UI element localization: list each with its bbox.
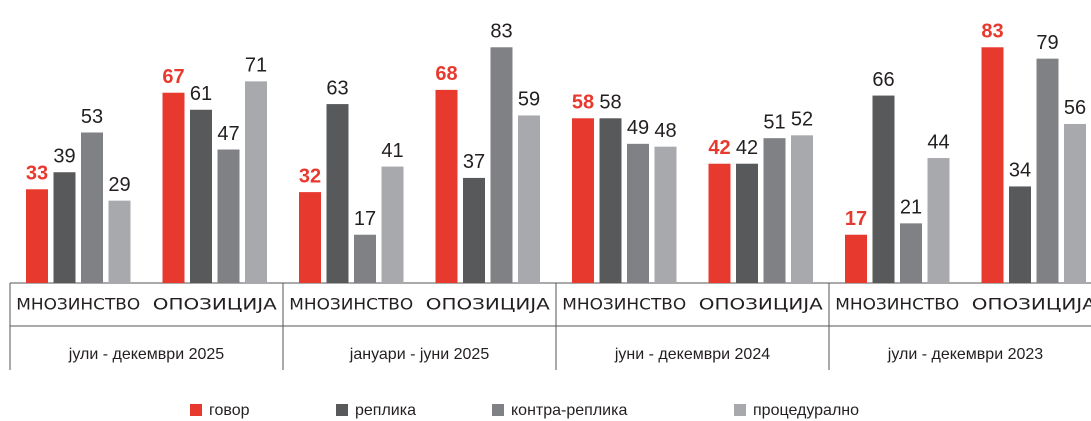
bar [763, 138, 786, 283]
bar [708, 163, 731, 283]
bar [518, 115, 540, 283]
value-label: 42 [708, 137, 730, 159]
value-label: 44 [927, 131, 949, 153]
bar [599, 118, 622, 283]
period-label: јануари - јуни 2025 [349, 346, 490, 363]
bar [108, 200, 131, 283]
category-label: МНОЗИНСТВО [835, 295, 959, 314]
bar [927, 158, 950, 283]
value-label: 33 [26, 163, 48, 185]
bar [736, 163, 758, 283]
bar [326, 104, 349, 283]
legend-swatch [336, 404, 348, 416]
legend-swatch [492, 404, 504, 416]
category-label: МНОЗИНСТВО [289, 295, 413, 314]
period-label: јули - декември 2025 [68, 346, 224, 363]
bar [299, 192, 321, 283]
bar [900, 223, 922, 283]
value-label: 52 [791, 109, 813, 131]
bar [53, 172, 76, 283]
value-label: 68 [435, 63, 457, 85]
bar [381, 166, 404, 283]
bar [81, 132, 103, 283]
bar [245, 81, 267, 283]
value-label: 47 [217, 123, 239, 145]
bar [627, 143, 649, 283]
legend-swatch [734, 404, 746, 416]
value-label: 41 [381, 140, 403, 162]
bar [872, 95, 895, 283]
value-label: 42 [736, 137, 758, 159]
bar [654, 146, 677, 283]
value-label: 58 [599, 92, 621, 114]
value-label: 61 [190, 83, 212, 105]
value-label: 51 [763, 111, 785, 133]
value-label: 58 [572, 92, 594, 114]
value-label: 29 [108, 174, 130, 196]
bar [1009, 186, 1031, 283]
bar [162, 92, 185, 283]
value-label: 71 [245, 55, 267, 77]
bar [1064, 123, 1086, 284]
category-label: МНОЗИНСТВО [562, 295, 686, 314]
value-label: 17 [845, 208, 867, 230]
value-label: 56 [1064, 97, 1086, 119]
bar [26, 189, 48, 283]
legend-label: говор [209, 402, 250, 419]
category-label: МНОЗИНСТВО [16, 295, 140, 314]
bar [572, 118, 594, 283]
bar [791, 135, 813, 283]
value-label: 83 [981, 21, 1003, 43]
value-label: 83 [490, 21, 512, 43]
bar [435, 89, 458, 283]
bar [354, 234, 376, 283]
category-label: ОПОЗИЦИЈА [699, 295, 823, 314]
category-label: ОПОЗИЦИЈА [153, 295, 277, 314]
bar [490, 47, 513, 283]
value-label: 59 [518, 89, 540, 111]
legend-label: реплика [355, 402, 416, 419]
value-label: 39 [53, 146, 75, 168]
bar [217, 149, 240, 283]
legend-label: контра-реплика [511, 402, 627, 419]
value-label: 66 [872, 69, 894, 91]
value-label: 53 [81, 106, 103, 128]
bar [845, 234, 867, 283]
value-label: 63 [326, 77, 348, 99]
value-label: 49 [627, 117, 649, 139]
period-label: јули - декември 2023 [887, 346, 1043, 363]
value-label: 67 [162, 66, 184, 88]
category-label: ОПОЗИЦИЈА [426, 295, 550, 314]
bar [1036, 58, 1059, 283]
value-label: 34 [1009, 160, 1031, 182]
category-label: ОПОЗИЦИЈА [972, 295, 1091, 314]
bar [190, 109, 212, 283]
legend-label: процедурално [753, 402, 859, 419]
legend-swatch [190, 404, 202, 416]
value-label: 17 [354, 208, 376, 230]
value-label: 32 [299, 165, 321, 187]
bar [463, 177, 485, 283]
value-label: 21 [900, 197, 922, 219]
bar [981, 47, 1004, 283]
period-label: јуни - декември 2024 [614, 346, 770, 363]
value-label: 37 [463, 151, 485, 173]
value-label: 79 [1036, 32, 1058, 54]
value-label: 48 [654, 120, 676, 142]
